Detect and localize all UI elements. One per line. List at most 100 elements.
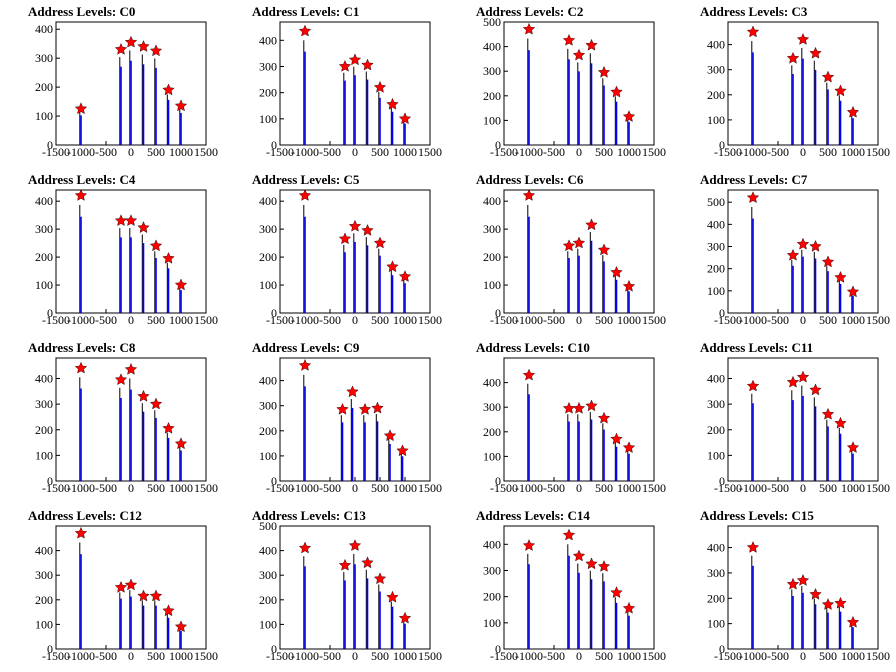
x-tick-label: -500 [95, 145, 117, 159]
peak-star-icon [174, 278, 188, 291]
x-tick-label: -500 [95, 313, 117, 327]
peak-star-icon [124, 214, 138, 227]
peak-star-icon [371, 401, 384, 414]
x-tick-label: 1500 [194, 481, 218, 495]
x-tick-label: 1000 [393, 649, 417, 663]
x-tick-label: -1000 [67, 481, 95, 495]
peak-star-icon [809, 46, 822, 59]
x-tick-label: 500 [595, 481, 613, 495]
y-tick-label: 300 [707, 566, 725, 580]
chart-title: Address Levels: C11 [700, 340, 814, 355]
x-tick-label: -1000 [291, 145, 319, 159]
chart-panel: -1500 -1000 -500 0 500 1000 1500 0 100 200 300 400 A… [672, 0, 896, 168]
chart-title: Address Levels: C9 [252, 340, 360, 355]
peak-star-icon [597, 560, 611, 572]
x-tick-label: -1500 [714, 649, 742, 663]
peak-star-icon [572, 48, 586, 61]
x-tick-label: -500 [767, 313, 789, 327]
peak-star-icon [821, 255, 835, 268]
y-tick-label: 200 [259, 86, 277, 100]
peak-star-icon [149, 589, 163, 602]
peak-star-icon [746, 379, 760, 392]
chart-panel: -1500 -1000 -500 0 500 1000 1500 0 100 200 300 400 A… [672, 336, 896, 504]
y-tick-label: 300 [483, 400, 501, 414]
y-tick-label: 200 [483, 250, 501, 264]
x-tick-label: 0 [352, 649, 358, 663]
y-tick-label: 100 [707, 284, 725, 298]
y-tick-label: 100 [35, 448, 53, 462]
x-tick-label: -1500 [42, 649, 70, 663]
peak-star-icon [522, 189, 536, 201]
y-tick-label: 200 [707, 262, 725, 276]
y-tick-label: 0 [719, 474, 725, 488]
y-tick-label: 200 [259, 250, 277, 264]
peak-star-icon [74, 189, 88, 201]
peak-star-icon [149, 44, 163, 57]
x-tick-label: -500 [95, 649, 117, 663]
x-tick-label: -1000 [67, 145, 95, 159]
chart-title: Address Levels: C1 [252, 4, 360, 19]
chart-panel: -1500 -1000 -500 0 500 1000 1500 0 100 200 300 400 A… [0, 504, 224, 672]
peak-star-icon [622, 279, 636, 292]
peak-star-icon [373, 572, 387, 585]
y-tick-label: 200 [707, 591, 725, 605]
x-tick-label: 500 [595, 649, 613, 663]
chart-title: Address Levels: C6 [476, 172, 584, 187]
peak-star-icon [846, 285, 860, 298]
x-tick-label: -1000 [291, 481, 319, 495]
chart-title: Address Levels: C14 [476, 508, 590, 523]
y-tick-label: 400 [707, 372, 725, 386]
x-tick-label: -500 [543, 313, 565, 327]
peak-star-icon [746, 191, 760, 203]
x-tick-label: 1500 [418, 649, 442, 663]
peak-star-icon [786, 375, 800, 388]
x-tick-label: 500 [147, 313, 165, 327]
y-tick-label: 400 [259, 194, 277, 208]
x-tick-label: -500 [767, 649, 789, 663]
x-tick-label: 1500 [866, 649, 890, 663]
y-tick-label: 400 [707, 541, 725, 555]
y-tick-label: 500 [259, 519, 277, 533]
peak-star-icon [786, 577, 800, 590]
y-tick-label: 300 [483, 222, 501, 236]
x-tick-label: 500 [595, 145, 613, 159]
y-tick-label: 300 [259, 59, 277, 73]
peak-star-icon [572, 401, 586, 414]
peak-star-icon [562, 528, 576, 541]
y-tick-label: 400 [35, 194, 53, 208]
peak-star-icon [786, 51, 800, 64]
peak-star-icon [622, 110, 636, 123]
x-tick-label: 0 [128, 313, 134, 327]
chart-title: Address Levels: C8 [28, 340, 136, 355]
chart-plot: -1500-1000 -500 0 500 1000 1500 0 100 200 300 400 [483, 357, 666, 495]
x-tick-label: 1500 [866, 481, 890, 495]
chart-title: Address Levels: C7 [700, 172, 808, 187]
peak-star-icon [572, 549, 586, 562]
x-tick-label: -1500 [490, 145, 518, 159]
x-tick-label: 0 [352, 481, 358, 495]
x-tick-label: -500 [767, 145, 789, 159]
x-tick-label: 0 [128, 145, 134, 159]
peak-star-icon [834, 596, 847, 609]
peak-star-icon [821, 407, 835, 420]
y-tick-label: 0 [495, 642, 501, 656]
x-tick-label: 0 [352, 145, 358, 159]
x-tick-label: -500 [767, 481, 789, 495]
x-tick-label: -1500 [714, 145, 742, 159]
peak-star-icon [821, 70, 835, 83]
peak-star-icon [338, 558, 352, 571]
peak-star-icon [585, 557, 598, 570]
x-tick-label: 0 [576, 313, 582, 327]
peak-star-icon [336, 402, 349, 415]
chart-panel: -1500 -1000 -500 0 500 1000 1500 0 100 200 300 400 5… [448, 0, 672, 168]
x-tick-label: -1000 [515, 481, 543, 495]
y-tick-label: 200 [483, 590, 501, 604]
y-tick-label: 400 [483, 194, 501, 208]
y-tick-label: 300 [35, 222, 53, 236]
x-tick-label: 0 [800, 145, 806, 159]
chart-panel: -1500 -1000 -500 0 500 1000 1500 0 100 200 300 400 A… [448, 504, 672, 672]
x-tick-label: 0 [800, 481, 806, 495]
x-tick-label: 1500 [194, 145, 218, 159]
peak-star-icon [809, 587, 822, 600]
y-tick-label: 400 [707, 217, 725, 231]
